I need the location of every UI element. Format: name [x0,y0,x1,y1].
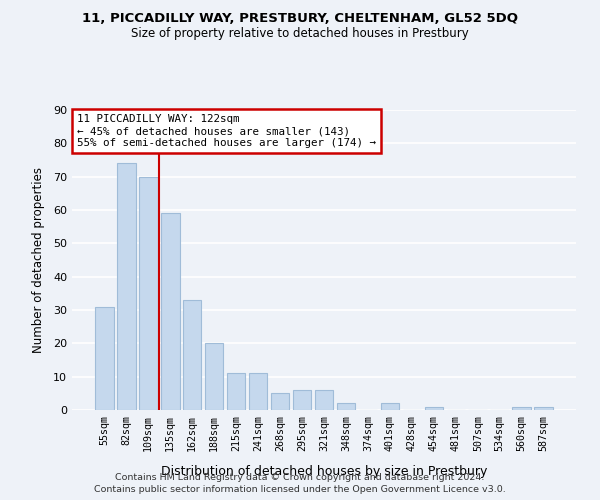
Bar [95,306,113,410]
Bar [117,164,136,410]
Bar [337,404,355,410]
X-axis label: Distribution of detached houses by size in Prestbury: Distribution of detached houses by size … [161,465,487,478]
Bar [314,390,334,410]
Text: 11, PICCADILLY WAY, PRESTBURY, CHELTENHAM, GL52 5DQ: 11, PICCADILLY WAY, PRESTBURY, CHELTENHA… [82,12,518,26]
Text: Size of property relative to detached houses in Prestbury: Size of property relative to detached ho… [131,28,469,40]
Bar [139,176,158,410]
Bar [183,300,202,410]
Bar [271,394,289,410]
Text: Contains HM Land Registry data © Crown copyright and database right 2024.: Contains HM Land Registry data © Crown c… [115,473,485,482]
Y-axis label: Number of detached properties: Number of detached properties [32,167,44,353]
Bar [205,344,223,410]
Bar [161,214,179,410]
Text: Contains public sector information licensed under the Open Government Licence v3: Contains public sector information licen… [94,486,506,494]
Text: 11 PICCADILLY WAY: 122sqm
← 45% of detached houses are smaller (143)
55% of semi: 11 PICCADILLY WAY: 122sqm ← 45% of detac… [77,114,376,148]
Bar [512,406,531,410]
Bar [425,406,443,410]
Bar [293,390,311,410]
Bar [227,374,245,410]
Bar [535,406,553,410]
Bar [380,404,399,410]
Bar [249,374,268,410]
